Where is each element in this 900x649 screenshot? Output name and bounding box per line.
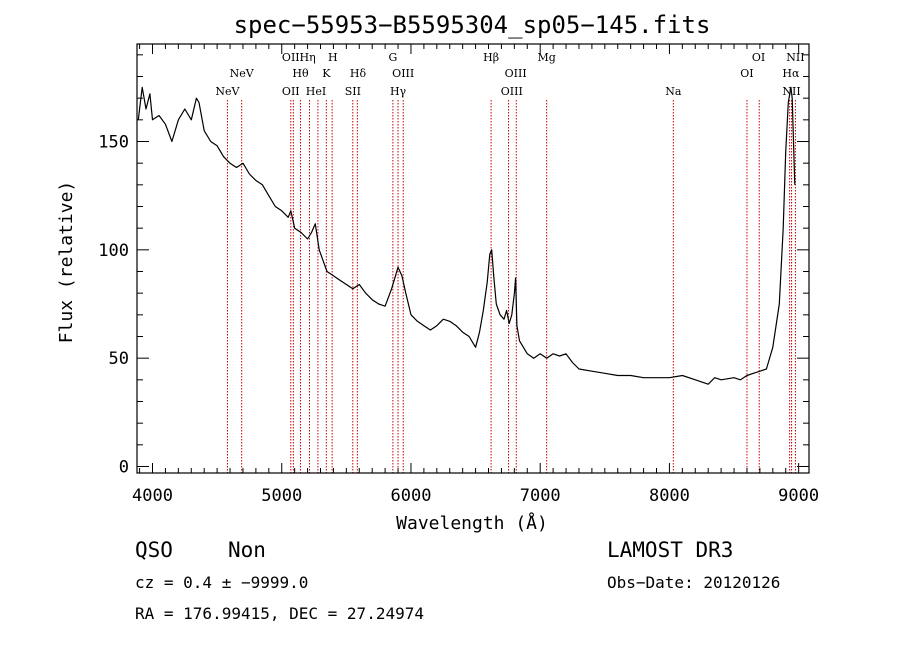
emission-line-markers <box>226 100 796 473</box>
x-tick-label: 9000 <box>778 486 819 506</box>
line-label: OII <box>282 85 300 98</box>
line-label: K <box>322 67 331 80</box>
line-label: Hγ <box>390 85 407 98</box>
line-label: NeV <box>230 67 255 80</box>
spectrum-line <box>137 86 796 385</box>
x-tick-label: 5000 <box>261 486 302 506</box>
line-label: OIII <box>505 67 527 80</box>
line-label: SII <box>345 85 361 98</box>
line-label: OIII <box>392 67 414 80</box>
line-label: NeV <box>215 85 240 98</box>
line-label: OIII <box>501 85 523 98</box>
line-label: Na <box>665 85 682 98</box>
object-class: QSO <box>135 538 173 562</box>
line-label: OI <box>752 51 765 64</box>
x-axis-label: Wavelength (Å) <box>396 512 548 534</box>
y-tick-label: 50 <box>109 349 129 369</box>
line-label: HeI <box>306 85 326 98</box>
line-label: Hη <box>299 51 315 64</box>
line-label: H <box>328 51 338 64</box>
y-tick-label: 100 <box>98 241 129 261</box>
line-label: OI <box>740 67 753 80</box>
line-label: Hδ <box>350 67 367 80</box>
plot-frame <box>136 43 810 474</box>
axis-ticks: 4000 5000 6000 7000 8000 9000 0 50 100 150 <box>98 44 819 506</box>
survey-name: LAMOST DR3 <box>607 538 734 562</box>
line-label: Mg <box>538 51 556 64</box>
object-subclass: Non <box>228 538 266 562</box>
observation-date: Obs−Date: 20120126 <box>607 573 781 592</box>
x-tick-label: 4000 <box>132 486 173 506</box>
plot-axes <box>136 43 810 474</box>
spectrum-series <box>137 86 796 385</box>
line-label: G <box>388 51 397 64</box>
line-label: Hβ <box>483 51 499 64</box>
y-tick-label: 150 <box>98 133 129 153</box>
line-label: Hθ <box>292 67 309 80</box>
x-tick-label: 6000 <box>390 486 431 506</box>
redshift-cz: cz = 0.4 ± −9999.0 <box>135 573 309 592</box>
chart-title: spec−55953−B5595304_sp05−145.fits <box>234 11 711 39</box>
y-tick-label: 0 <box>119 458 129 478</box>
line-label: Hα <box>782 67 800 80</box>
ra-dec-coordinates: RA = 176.99415, DEC = 27.24974 <box>135 604 424 623</box>
line-label: NII <box>786 51 804 64</box>
x-tick-label: 8000 <box>649 486 690 506</box>
x-tick-label: 7000 <box>520 486 561 506</box>
line-label: OII <box>282 51 300 64</box>
y-axis-label: Flux (relative) <box>56 181 77 344</box>
